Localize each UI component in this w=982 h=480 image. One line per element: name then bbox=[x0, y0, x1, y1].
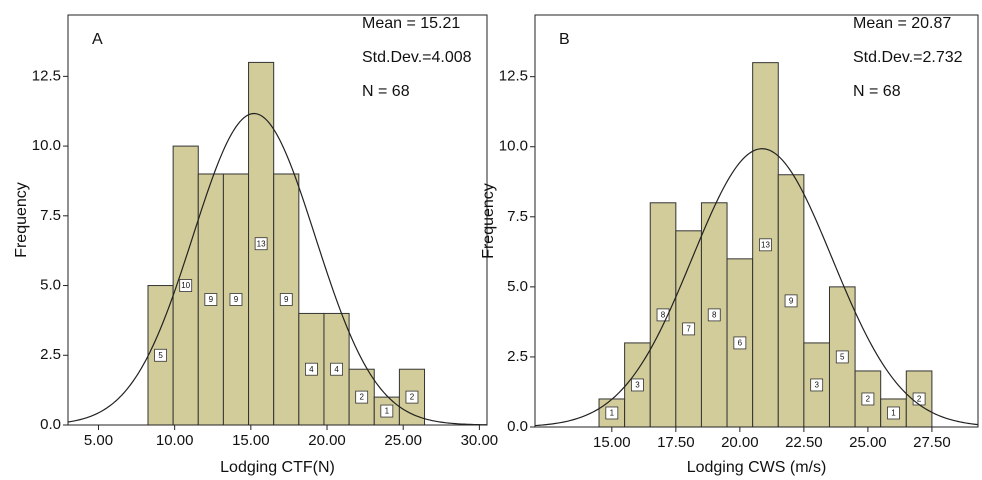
data-label-box bbox=[810, 378, 824, 392]
y-tick-label: 2.5 bbox=[507, 348, 528, 365]
data-label: 2 bbox=[866, 395, 871, 404]
data-label: 7 bbox=[686, 325, 691, 334]
data-label: 13 bbox=[761, 240, 770, 249]
y-tick-label: 7.5 bbox=[40, 207, 61, 224]
data-label-box bbox=[154, 348, 167, 362]
stats-annotation: N = 68 bbox=[362, 83, 410, 100]
data-label: 3 bbox=[635, 381, 640, 390]
data-label-box bbox=[254, 237, 268, 251]
data-label-box bbox=[861, 392, 875, 406]
data-label-box bbox=[355, 390, 369, 404]
data-label: 13 bbox=[257, 239, 266, 248]
data-label-box bbox=[835, 350, 849, 364]
data-label: 4 bbox=[309, 365, 314, 374]
y-tick-label: 5.0 bbox=[507, 278, 528, 295]
data-label-box bbox=[380, 404, 394, 418]
y-axis-label: Frequency bbox=[480, 183, 497, 259]
x-tick-label: 15.00 bbox=[593, 434, 631, 451]
stats-annotation: Mean = 15.21 bbox=[362, 15, 460, 32]
x-tick-label: 17.50 bbox=[657, 434, 695, 451]
data-label-box bbox=[204, 293, 218, 306]
y-tick-label: 10.0 bbox=[32, 137, 61, 154]
data-label: 9 bbox=[209, 295, 214, 304]
data-label: 1 bbox=[891, 409, 896, 418]
x-axis-label: Lodging CWS (m/s) bbox=[687, 459, 827, 476]
data-label-box bbox=[733, 336, 747, 350]
plot-frame bbox=[67, 14, 488, 426]
normal-curve bbox=[534, 148, 979, 427]
data-label-box bbox=[707, 308, 721, 322]
data-label: 5 bbox=[840, 353, 845, 362]
y-tick-label: 12.5 bbox=[499, 68, 528, 85]
data-label: 1 bbox=[385, 407, 390, 416]
y-tick-label: 10.0 bbox=[499, 138, 528, 155]
normal-curve bbox=[67, 112, 488, 426]
data-label: 2 bbox=[359, 393, 364, 402]
y-tick-label: 7.5 bbox=[507, 208, 528, 225]
data-label: 5 bbox=[158, 351, 163, 360]
data-label: 4 bbox=[334, 365, 339, 374]
x-tick-label: 22.50 bbox=[785, 434, 823, 451]
x-tick-label: 20.00 bbox=[308, 432, 346, 449]
x-tick-label: 30.00 bbox=[461, 432, 499, 449]
data-label: 1 bbox=[610, 409, 615, 418]
data-label: 9 bbox=[234, 295, 239, 304]
data-label: 2 bbox=[410, 393, 415, 402]
data-label: 3 bbox=[814, 381, 819, 390]
data-label-box bbox=[305, 362, 318, 376]
y-tick-label: 0.0 bbox=[507, 418, 528, 435]
data-label: 10 bbox=[181, 281, 190, 290]
data-label-box bbox=[179, 279, 193, 292]
data-label-box bbox=[759, 238, 772, 252]
data-label: 8 bbox=[712, 311, 717, 320]
x-axis-label: Lodging CTF(N) bbox=[220, 459, 335, 476]
data-label-box bbox=[605, 406, 619, 420]
data-label: 9 bbox=[284, 295, 289, 304]
data-label-box bbox=[279, 293, 293, 306]
panel-label: A bbox=[92, 31, 103, 48]
data-label-box bbox=[887, 406, 900, 420]
data-label-box bbox=[631, 378, 644, 392]
data-label-box bbox=[330, 362, 343, 376]
data-label: 9 bbox=[789, 296, 794, 305]
bar bbox=[323, 312, 350, 426]
plot-frame bbox=[534, 14, 979, 428]
x-tick-label: 25.00 bbox=[384, 432, 422, 449]
x-tick-label: 10.00 bbox=[156, 432, 194, 449]
y-tick-label: 12.5 bbox=[32, 67, 61, 84]
x-tick-label: 25.00 bbox=[849, 434, 887, 451]
y-tick-label: 2.5 bbox=[40, 346, 61, 363]
data-label-box bbox=[682, 322, 696, 336]
stats-annotation: N = 68 bbox=[853, 83, 901, 100]
data-label: 6 bbox=[738, 339, 743, 348]
y-tick-label: 0.0 bbox=[40, 416, 61, 433]
x-tick-label: 20.00 bbox=[721, 434, 759, 451]
y-axis-label: Frequency bbox=[13, 182, 30, 258]
x-tick-label: 15.00 bbox=[232, 432, 270, 449]
x-tick-label: 5.00 bbox=[84, 432, 113, 449]
stats-annotation: Mean = 20.87 bbox=[853, 15, 951, 32]
data-label-box bbox=[229, 293, 243, 306]
data-label-box bbox=[405, 390, 419, 404]
stats-annotation: Std.Dev.=2.732 bbox=[853, 49, 963, 66]
y-tick-label: 5.0 bbox=[40, 277, 61, 294]
data-label-box bbox=[784, 294, 798, 308]
x-tick-label: 27.50 bbox=[913, 434, 951, 451]
panel-label: B bbox=[559, 31, 570, 48]
stats-annotation: Std.Dev.=4.008 bbox=[362, 49, 472, 66]
data-label: 8 bbox=[661, 311, 666, 320]
data-label: 2 bbox=[917, 395, 922, 404]
